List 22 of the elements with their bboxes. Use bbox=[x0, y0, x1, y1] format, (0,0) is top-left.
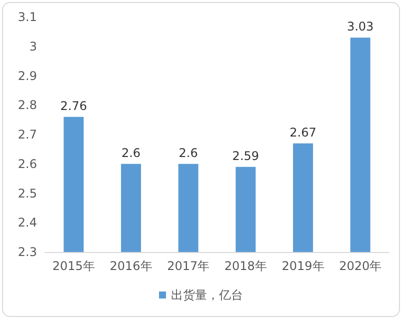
data-label: 2.6 bbox=[121, 146, 141, 160]
data-label: 2.76 bbox=[60, 98, 88, 113]
data-label: 2.67 bbox=[290, 125, 316, 140]
y-tick-label: 2.3 bbox=[18, 245, 37, 259]
y-tick-label: 2.9 bbox=[18, 68, 37, 83]
y-tick-label: 2.8 bbox=[18, 98, 37, 112]
x-tick-label: 2015年 bbox=[52, 259, 95, 273]
x-tick-label: 2018年 bbox=[224, 259, 267, 273]
y-tick-label: 3.1 bbox=[18, 10, 37, 24]
data-label: 2.6 bbox=[178, 146, 198, 160]
y-tick-label: 2.6 bbox=[18, 156, 37, 171]
data-label: 3.03 bbox=[346, 20, 374, 34]
x-tick-label: 2019年 bbox=[282, 259, 324, 273]
x-tick-label: 2016年 bbox=[110, 259, 152, 273]
x-tick-label: 2020年 bbox=[339, 259, 382, 273]
legend-label: 出货量，亿台 bbox=[171, 288, 243, 302]
y-tick-label: 2.4 bbox=[18, 216, 37, 230]
y-tick-label: 2.5 bbox=[18, 186, 37, 200]
data-label: 2.59 bbox=[232, 148, 260, 163]
y-tick-label: 2.7 bbox=[18, 128, 37, 142]
x-tick-label: 2017年 bbox=[167, 259, 210, 273]
y-tick-label: 3 bbox=[29, 39, 37, 54]
